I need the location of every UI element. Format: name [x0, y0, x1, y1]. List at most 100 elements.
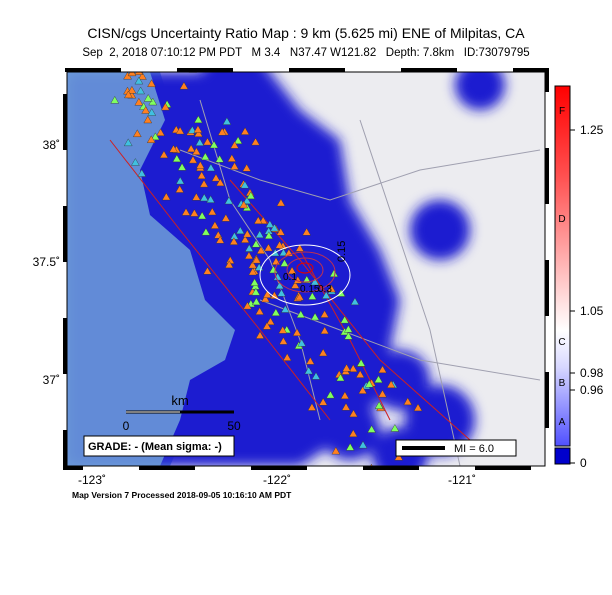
station [356, 358, 366, 367]
station [206, 163, 216, 172]
station [224, 260, 234, 269]
station [175, 176, 185, 185]
station [318, 348, 328, 357]
station [264, 243, 273, 252]
station [280, 305, 290, 313]
station [340, 391, 350, 400]
station [146, 135, 156, 143]
station [193, 125, 203, 133]
station [193, 115, 203, 124]
colorbar-label: 1.05 [580, 304, 604, 318]
lon-label: -123˚ [78, 473, 106, 487]
station [251, 137, 260, 146]
station [358, 440, 368, 449]
station [141, 106, 151, 114]
station [203, 137, 212, 146]
station [243, 301, 252, 310]
station [255, 307, 265, 315]
station [191, 192, 201, 201]
station [207, 207, 217, 216]
station [244, 251, 254, 260]
scale-label: 50 [227, 419, 241, 433]
station [143, 94, 153, 102]
station [296, 310, 306, 318]
grade-letter: A [559, 417, 566, 428]
station [261, 294, 270, 303]
station [342, 363, 351, 372]
station [248, 267, 258, 276]
station [186, 144, 196, 153]
station [172, 154, 182, 163]
grade-letter: F [559, 106, 565, 117]
station [307, 403, 317, 411]
contour-label: 0.3 [318, 284, 332, 295]
station [250, 278, 259, 286]
station [255, 230, 265, 238]
station [386, 380, 396, 388]
station [179, 81, 189, 90]
station [215, 235, 225, 244]
grade-letter: D [558, 214, 565, 225]
contour-label: 0.15 [300, 284, 320, 295]
scale-unit: km [171, 393, 188, 408]
station [161, 102, 170, 111]
station [251, 239, 261, 248]
station [390, 424, 400, 432]
station [326, 390, 335, 399]
grade: GRADE: - (Mean sigma: -) [88, 441, 222, 453]
title: CISN/cgs Uncertainty Ratio Map : 9 km (5… [87, 25, 525, 41]
station [276, 227, 286, 236]
station [132, 129, 142, 137]
station [206, 195, 215, 203]
station [349, 409, 358, 418]
grade-letter: B [559, 378, 566, 389]
station [230, 140, 239, 149]
station [199, 179, 209, 188]
station [227, 154, 237, 162]
station [378, 389, 387, 398]
station [275, 240, 284, 249]
station [344, 331, 353, 340]
station [134, 97, 144, 106]
station [239, 200, 249, 209]
station [364, 379, 374, 388]
station [240, 127, 250, 135]
station [224, 196, 234, 205]
station [242, 229, 252, 238]
station [230, 162, 239, 170]
station [279, 337, 288, 345]
station [134, 72, 144, 75]
station [195, 138, 205, 146]
station [358, 386, 368, 394]
station [321, 291, 331, 299]
station [277, 288, 286, 297]
station [136, 86, 145, 95]
station [280, 259, 289, 267]
station [177, 162, 187, 171]
station [194, 129, 203, 137]
station [348, 364, 358, 372]
station [378, 365, 387, 374]
station [209, 140, 219, 149]
station [215, 154, 224, 163]
station [345, 442, 355, 451]
station [282, 353, 292, 361]
station [262, 321, 272, 330]
station [169, 144, 178, 153]
station [187, 125, 197, 134]
station [200, 152, 210, 161]
station [175, 185, 185, 193]
station [235, 226, 245, 235]
station [341, 402, 351, 411]
station [297, 338, 307, 347]
station [276, 198, 286, 207]
station [307, 292, 317, 300]
station [246, 191, 256, 200]
station [320, 326, 330, 335]
station [203, 266, 212, 275]
station [279, 248, 288, 256]
lat-label: 37˚ [43, 373, 60, 387]
station [159, 150, 169, 159]
station [251, 287, 261, 296]
